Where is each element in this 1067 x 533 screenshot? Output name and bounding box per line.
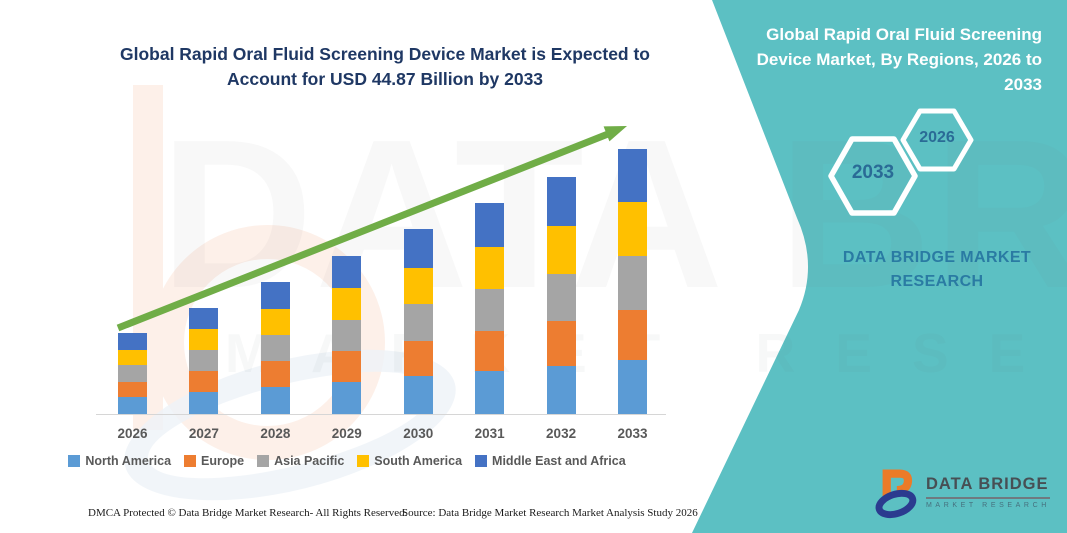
stacked-bar-2033 — [618, 149, 647, 414]
bar-segment-south-america — [618, 202, 647, 256]
legend-item-north-america: North America — [68, 454, 171, 468]
x-axis-label-2030: 2030 — [403, 426, 434, 441]
chart-legend: North America Europe Asia Pacific South Ame… — [57, 454, 637, 468]
bar-segment-asia-pacific — [260, 334, 290, 362]
bar-segment-middle-east-and-africa — [403, 229, 433, 268]
bar-segment-north-america — [618, 359, 647, 414]
bar-segment-europe — [260, 361, 290, 387]
bar-segment-south-america — [403, 267, 433, 305]
right-panel-title: Global Rapid Oral Fluid Screening Device… — [756, 25, 1042, 94]
bar-segment-middle-east-and-africa — [260, 281, 290, 309]
stacked-bar-2031 — [475, 203, 505, 414]
bar-segment-middle-east-and-africa — [118, 333, 147, 350]
bar-segment-middle-east-and-africa — [332, 255, 362, 289]
legend-item-asia-pacific: Asia Pacific — [257, 454, 344, 468]
stacked-bar-2030 — [403, 229, 433, 414]
x-axis-label-2028: 2028 — [260, 426, 291, 441]
bar-segment-asia-pacific — [332, 319, 362, 352]
bar-segment-middle-east-and-africa — [475, 203, 505, 247]
logo-subtitle: MARKET RESEARCH — [926, 501, 1050, 509]
hexagon-2026 — [900, 108, 974, 172]
x-axis-label-2026: 2026 — [117, 426, 148, 441]
watermark-text-databridge: DATA BRIDGE — [160, 95, 1067, 332]
bar-segment-europe — [475, 331, 505, 371]
data-bridge-logo: DATA BRIDGE MARKET RESEARCH — [872, 464, 1050, 520]
stacked-bar-2028 — [260, 281, 290, 414]
bar-segment-north-america — [403, 376, 433, 414]
legend-label: North America — [85, 454, 172, 468]
legend-swatch-icon — [357, 455, 370, 467]
bar-segment-europe — [618, 309, 647, 360]
legend-label: Asia Pacific — [274, 454, 345, 468]
x-axis-label-2031: 2031 — [474, 426, 505, 441]
x-axis-label-2032: 2032 — [546, 426, 577, 441]
x-axis-line — [96, 414, 666, 415]
bar-segment-north-america — [189, 392, 219, 414]
bar-segment-north-america — [475, 370, 505, 414]
bar-segment-north-america — [332, 381, 362, 414]
x-axis-label-2029: 2029 — [331, 426, 362, 441]
bar-segment-south-america — [332, 288, 362, 320]
bar-segment-europe — [189, 371, 219, 393]
bar-segment-south-america — [546, 226, 576, 274]
stacked-bar-2032 — [546, 176, 576, 414]
bar-segment-asia-pacific — [475, 288, 505, 332]
x-axis-label-2033: 2033 — [617, 426, 648, 441]
hexagon-2033 — [828, 136, 918, 216]
bar-segment-south-america — [260, 308, 290, 335]
data-bridge-logo-icon — [875, 469, 917, 519]
footer-dmca-text: DMCA Protected © Data Bridge Market Rese… — [88, 507, 408, 519]
bar-segment-europe — [546, 321, 576, 366]
bar-segment-middle-east-and-africa — [618, 149, 647, 203]
legend-item-europe: Europe — [184, 454, 244, 468]
chart-title: Global Rapid Oral Fluid Screening Device… — [119, 44, 650, 89]
bar-segment-middle-east-and-africa — [189, 307, 219, 330]
bar-segment-asia-pacific — [618, 255, 647, 310]
stacked-bar-2027 — [189, 307, 219, 414]
bar-segment-asia-pacific — [189, 350, 219, 372]
bar-segment-middle-east-and-africa — [546, 176, 576, 227]
bar-segment-europe — [332, 351, 362, 382]
hex-badge-year-2033: 2033 — [851, 162, 895, 183]
bar-segment-europe — [118, 381, 147, 397]
stacked-bar-2026 — [118, 333, 147, 414]
logo-divider — [926, 497, 1050, 499]
legend-item-south-america: South America — [357, 454, 462, 468]
bar-segment-north-america — [546, 365, 576, 414]
legend-swatch-icon — [257, 455, 270, 467]
legend-swatch-icon — [68, 455, 81, 467]
legend-label: Europe — [201, 454, 245, 468]
bar-segment-asia-pacific — [403, 304, 433, 342]
legend-item-middle-east-and-africa: Middle East and Africa — [475, 454, 626, 468]
hex-badge-year-2026: 2026 — [919, 129, 955, 146]
bar-segment-asia-pacific — [546, 273, 576, 322]
bar-segment-asia-pacific — [118, 365, 147, 382]
brand-name-caps: DATA BRIDGE MARKET RESEARCH — [842, 249, 1032, 290]
logo-title: DATA BRIDGE — [926, 475, 1049, 494]
bar-segment-south-america — [189, 329, 219, 351]
legend-swatch-icon — [184, 455, 197, 467]
legend-label: Middle East and Africa — [492, 454, 626, 468]
legend-swatch-icon — [475, 455, 488, 467]
bar-segment-south-america — [118, 349, 147, 366]
bar-segment-north-america — [260, 386, 290, 414]
bar-segment-north-america — [118, 396, 147, 414]
stacked-bar-2029 — [332, 255, 362, 414]
legend-label: South America — [374, 454, 463, 468]
bar-segment-europe — [403, 341, 433, 377]
footer-source-text: Source: Data Bridge Market Research Mark… — [402, 507, 698, 519]
x-axis-label-2027: 2027 — [188, 426, 219, 441]
bar-segment-south-america — [475, 246, 505, 289]
